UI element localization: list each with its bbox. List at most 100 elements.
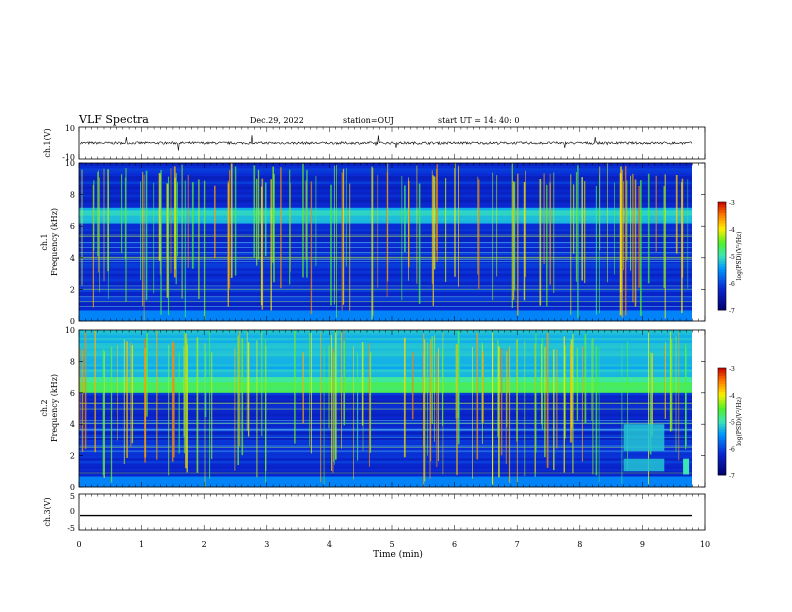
- cbar1-color-step: [718, 245, 726, 249]
- spec1-freq-row: [79, 231, 692, 235]
- cbar1-tick-label: -4: [729, 227, 735, 234]
- spec1-freq-row: [79, 265, 692, 269]
- spec2-freq-row: [79, 398, 692, 402]
- spec2-freq-row: [79, 353, 692, 357]
- spec2-freq-row: [79, 452, 692, 456]
- spec2-freq-row: [79, 476, 692, 480]
- ticks1-ytick-label: 2: [70, 285, 75, 294]
- ch1-waveform-line: [79, 135, 693, 151]
- spec1-freq-row: [79, 176, 692, 180]
- xtick-label: 2: [202, 540, 207, 549]
- spec2-freq-row: [79, 377, 692, 381]
- spec2-freq-row: [79, 473, 692, 477]
- spec2-broadband-patch: [683, 458, 690, 475]
- spec1-freq-row: [79, 257, 692, 261]
- spec1-freq-row: [79, 244, 692, 248]
- spec1-freq-row: [79, 228, 692, 232]
- spec2-freq-row: [79, 432, 692, 436]
- ticks1-ytick-label: 6: [70, 222, 75, 231]
- spec1-freq-row: [79, 205, 692, 209]
- cbar2-tick-label: -4: [729, 393, 735, 400]
- spec2-freq-row: [79, 387, 692, 391]
- spec2-freq-row: [79, 442, 692, 446]
- cbar2-color-step: [718, 384, 726, 388]
- spec1-freq-row: [79, 173, 692, 177]
- cbar1-color-step: [718, 239, 726, 243]
- spec2-freq-row: [79, 379, 692, 383]
- xtick-label: 8: [577, 540, 582, 549]
- spec2-freq-row: [79, 429, 692, 433]
- spec2-freq-row: [79, 405, 692, 409]
- cbar2-color-step: [718, 448, 726, 452]
- cbar1-color-step: [718, 277, 726, 281]
- ticks1-ytick-label: 10: [65, 159, 75, 168]
- spec2-freq-row: [79, 439, 692, 443]
- spec1-freq-row: [79, 223, 692, 227]
- spec1-freq-row: [79, 226, 692, 230]
- spec1-freq-row: [79, 236, 692, 240]
- spec2-freq-row: [79, 479, 692, 483]
- spec2-freq-row: [79, 332, 692, 336]
- cbar2-color-step: [718, 464, 726, 468]
- cbar2-color-step: [718, 434, 726, 438]
- ch2-spectrogram-image: [79, 330, 705, 488]
- spec1-freq-row: [79, 263, 692, 267]
- cbar1-color-step: [718, 247, 726, 251]
- spec1-freq-row: [79, 207, 692, 211]
- spec1-freq-row: [79, 199, 692, 203]
- cbar2-color-step: [718, 416, 726, 420]
- spec1-freq-row: [79, 181, 692, 185]
- cbar1-color-step: [718, 285, 726, 289]
- start-time-label: start UT = 14: 40: 0: [438, 116, 519, 125]
- cbar1-color-step: [718, 272, 726, 276]
- ch1-spec-ylabel-line2: Frequency (kHz): [50, 208, 59, 276]
- cbar1-color-step: [718, 204, 726, 208]
- spec1-freq-row: [79, 270, 692, 274]
- cbar2-color-step: [718, 445, 726, 449]
- cbar2-color-step: [718, 421, 726, 425]
- cbar1-color-step: [718, 229, 726, 233]
- cbar2-tick-label: -7: [729, 473, 735, 480]
- spec2-freq-row: [79, 416, 692, 420]
- ch2-colorbar: -3 -4 -5 -6 -7 log(PSD)(V²/Hz): [717, 366, 743, 480]
- cbar2-color-step: [718, 461, 726, 465]
- cbar2-color-step: [718, 405, 726, 409]
- cbar2-color-step: [718, 410, 726, 414]
- cbar1-color-step: [718, 242, 726, 246]
- spec2-broadband-patch: [623, 458, 665, 472]
- cbar1-color-step: [718, 215, 726, 219]
- ch3-ytick-top: 5: [70, 492, 75, 501]
- spec1-freq-row: [79, 302, 692, 306]
- cbar2-color-step: [718, 450, 726, 454]
- cbar2-color-step: [718, 394, 726, 398]
- spec2-freq-row: [79, 343, 692, 347]
- spec1-freq-row: [79, 289, 692, 293]
- spec2-freq-row: [79, 384, 692, 388]
- spec2-freq-row: [79, 364, 692, 368]
- spec2-freq-row: [79, 455, 692, 459]
- spec2-freq-row: [79, 434, 692, 438]
- spec1-freq-row: [79, 315, 692, 319]
- ch3-ytick-mid: 0: [70, 507, 75, 516]
- spec2-freq-row: [79, 426, 692, 430]
- spec2-freq-row: [79, 369, 692, 373]
- cbar1-color-step: [718, 256, 726, 260]
- spec1-freq-row: [79, 242, 692, 246]
- cbar2-color-step: [718, 469, 726, 473]
- spec1-freq-row: [79, 249, 692, 253]
- cbar1-color-step: [718, 207, 726, 211]
- cbar2-color-step: [718, 370, 726, 374]
- spec2-freq-row: [79, 392, 692, 396]
- cbar2-color-step: [718, 418, 726, 422]
- cbar1-color-step: [718, 264, 726, 268]
- spec2-freq-row: [79, 390, 692, 394]
- spec1-freq-row: [79, 213, 692, 217]
- spec2-freq-row: [79, 361, 692, 365]
- spec1-freq-row: [79, 189, 692, 193]
- panel-ch2-spectrogram: 0 2 4 6 8 10 ch.2 Frequency (kHz): [40, 326, 706, 492]
- spec2-freq-row: [79, 345, 692, 349]
- cbar1-color-step: [718, 253, 726, 257]
- spec1-freq-row: [79, 268, 692, 272]
- ticks2-ytick-label: 2: [70, 452, 75, 461]
- ch1-spec-ylabel-line1: ch.1: [40, 233, 49, 250]
